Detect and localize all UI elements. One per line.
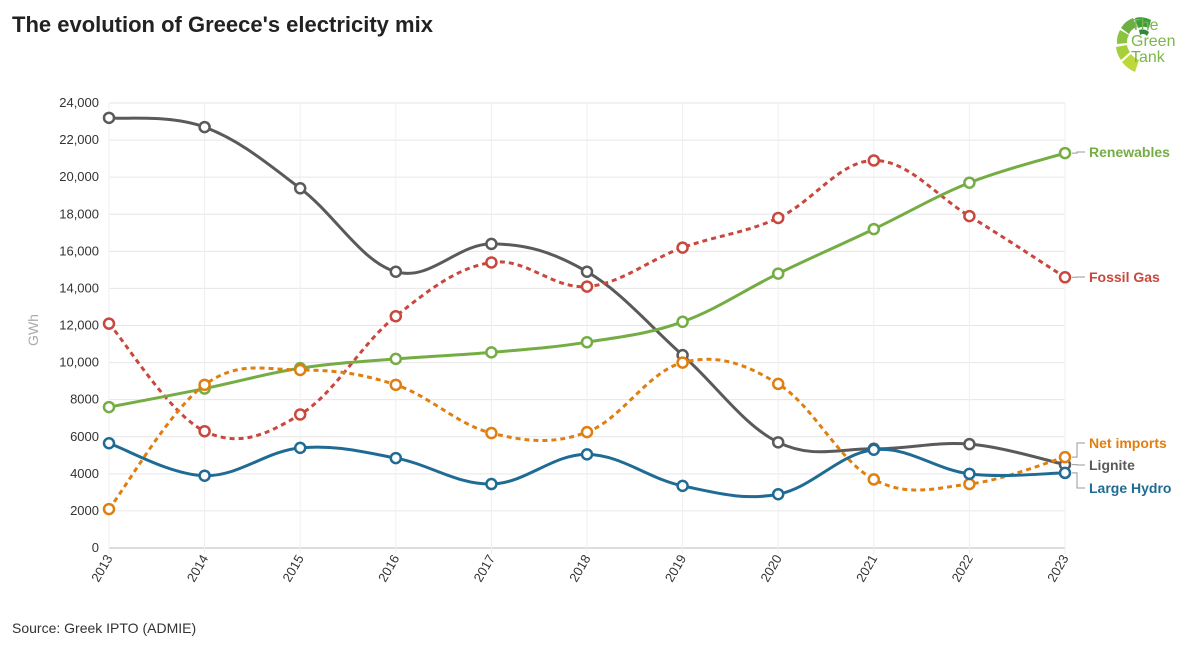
- data-point-large-hydro: [198, 469, 211, 482]
- data-point-net-imports: [676, 356, 689, 369]
- data-point-lignite: [485, 237, 498, 251]
- y-tick-label: 6000: [70, 429, 99, 444]
- series-label-large-hydro: Large Hydro: [1089, 480, 1171, 496]
- data-point-fossil-gas: [867, 154, 881, 167]
- source-note: Source: Greek IPTO (ADMIE): [12, 620, 197, 636]
- data-point-renewables: [580, 335, 594, 349]
- logo-text-line3: Tank: [1131, 49, 1165, 66]
- y-tick-label: 20,000: [59, 169, 99, 184]
- label-leader-large-hydro: [1072, 472, 1085, 489]
- data-point-net-imports: [771, 377, 785, 391]
- label-leader-renewables: [1072, 151, 1085, 154]
- data-point-fossil-gas: [485, 256, 498, 269]
- x-tick-label: 2020: [757, 552, 784, 585]
- data-point-fossil-gas: [963, 209, 976, 223]
- x-tick-label: 2023: [1044, 552, 1071, 585]
- data-point-renewables: [676, 315, 689, 329]
- data-point-large-hydro: [485, 477, 498, 491]
- data-point-net-imports: [580, 425, 594, 439]
- data-point-net-imports: [485, 426, 498, 440]
- data-point-net-imports: [1058, 450, 1072, 464]
- data-point-lignite: [963, 437, 976, 451]
- data-point-large-hydro: [963, 467, 976, 481]
- data-point-large-hydro: [1058, 466, 1072, 480]
- x-tick-label: 2014: [184, 552, 211, 585]
- grid-lines: [108, 102, 1066, 554]
- y-tick-label: 16,000: [59, 243, 99, 258]
- y-tick-label: 2000: [70, 503, 99, 518]
- logo-wordmark: The Green Tank: [1131, 18, 1175, 66]
- series-labels: Lignite Fossil Gas Renewables Net imports La…: [1072, 144, 1171, 496]
- y-tick-label: 18,000: [59, 206, 99, 221]
- x-tick-label: 2017: [471, 552, 498, 585]
- y-tick-label: 14,000: [59, 280, 99, 295]
- data-point-large-hydro: [293, 441, 307, 455]
- data-point-large-hydro: [867, 443, 881, 456]
- series-line-renewables: [108, 151, 1066, 409]
- data-point-fossil-gas: [293, 408, 307, 421]
- data-point-fossil-gas: [389, 309, 403, 323]
- data-point-net-imports: [963, 477, 976, 491]
- data-point-renewables: [867, 222, 881, 236]
- data-point-net-imports: [293, 363, 307, 377]
- y-axis: 0 2000 4000 6000 8000 10,000 12,000 14,000 16,00…: [59, 95, 99, 555]
- data-point-fossil-gas: [580, 280, 594, 293]
- data-point-lignite: [198, 120, 211, 134]
- x-tick-label: 2018: [566, 552, 593, 585]
- data-point-large-hydro: [771, 487, 785, 501]
- data-point-fossil-gas: [771, 211, 785, 225]
- data-point-lignite: [580, 265, 594, 278]
- data-point-large-hydro: [580, 448, 594, 461]
- x-tick-label: 2013: [88, 552, 115, 585]
- data-point-renewables: [771, 267, 785, 280]
- data-point-lignite: [389, 265, 403, 278]
- chart-title: The evolution of Greece's electricity mi…: [12, 12, 433, 37]
- y-tick-label: 24,000: [59, 95, 99, 110]
- data-point-fossil-gas: [198, 424, 211, 438]
- logo-text-line1: The: [1131, 17, 1159, 34]
- y-tick-label: 0: [92, 540, 99, 555]
- series-group: [102, 111, 1072, 516]
- x-tick-label: 2019: [662, 552, 689, 585]
- series-label-renewables: Renewables: [1089, 144, 1170, 160]
- data-point-large-hydro: [676, 479, 689, 493]
- data-point-renewables: [102, 400, 116, 414]
- data-point-fossil-gas: [102, 317, 116, 330]
- series-label-lignite: Lignite: [1089, 457, 1135, 473]
- data-point-renewables: [389, 352, 403, 366]
- data-point-fossil-gas: [676, 241, 689, 254]
- x-axis: 2013 2014 2015 2016 2017 2018 2019 2020 2021 2022…: [88, 552, 1071, 585]
- data-point-lignite: [102, 111, 116, 125]
- data-point-net-imports: [198, 378, 211, 392]
- data-point-large-hydro: [102, 436, 116, 450]
- data-point-lignite: [771, 436, 785, 449]
- y-tick-label: 22,000: [59, 132, 99, 147]
- label-leader-net-imports: [1072, 442, 1085, 458]
- x-tick-label: 2022: [949, 552, 976, 585]
- x-tick-label: 2016: [375, 552, 402, 585]
- data-point-net-imports: [102, 502, 116, 516]
- series-label-fossil-gas: Fossil Gas: [1089, 269, 1160, 285]
- data-point-renewables: [963, 176, 976, 189]
- y-tick-label: 4000: [70, 466, 99, 481]
- green-tank-logo-icon: [1116, 17, 1151, 72]
- data-point-renewables: [1058, 146, 1072, 160]
- y-tick-label: 10,000: [59, 355, 99, 370]
- series-label-net-imports: Net imports: [1089, 435, 1167, 451]
- data-point-renewables: [485, 346, 498, 359]
- y-axis-label: GWh: [25, 314, 41, 346]
- data-point-net-imports: [389, 378, 403, 392]
- x-tick-label: 2015: [279, 552, 306, 585]
- x-tick-label: 2021: [853, 552, 880, 585]
- data-point-fossil-gas: [1058, 271, 1072, 284]
- logo-text-line2: Green: [1131, 33, 1176, 50]
- data-point-net-imports: [867, 473, 881, 486]
- y-tick-label: 8000: [70, 392, 99, 407]
- y-tick-label: 12,000: [59, 318, 99, 333]
- data-point-large-hydro: [389, 451, 403, 465]
- data-point-lignite: [293, 182, 307, 195]
